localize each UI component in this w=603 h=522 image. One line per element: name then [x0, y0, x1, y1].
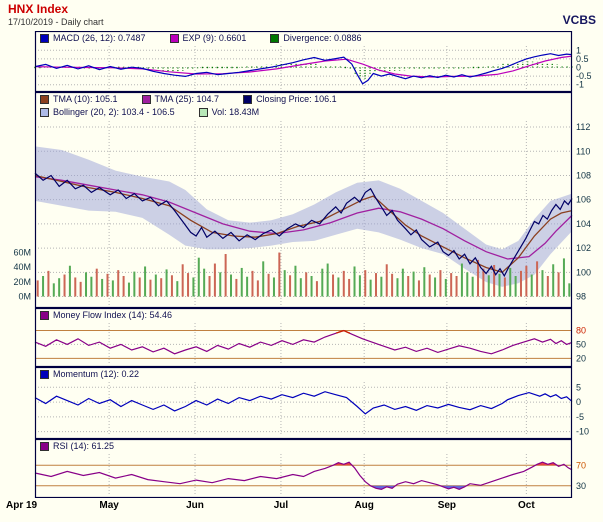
x-axis-label: Jul [273, 500, 289, 511]
momentum-legend-row: Momentum (12): 0.22 [40, 368, 139, 381]
legend-label: Bollinger (20, 2): 103.4 - 106.5 [53, 107, 175, 117]
momentum-panel: Momentum (12): 0.22 5 0 -5 -10 [0, 367, 603, 439]
legend-swatch-icon [270, 34, 280, 43]
legend-label: Money Flow Index (14): 54.46 [53, 310, 173, 320]
mfi-line [34, 329, 573, 355]
x-axis-label: Sep [437, 500, 457, 511]
legend-label: Momentum (12): 0.22 [53, 369, 140, 379]
page-title: HNX Index [8, 2, 69, 16]
mfi-legend-row: Money Flow Index (14): 54.46 [40, 309, 172, 322]
y-axis-label: 100 [576, 267, 591, 277]
legend-item: TMA (10): 105.1 [40, 93, 118, 106]
legend-item: Bollinger (20, 2): 103.4 - 106.5 [40, 106, 175, 119]
x-axis: Apr 19 May Jun Jul Aug Sep Oct [0, 498, 603, 516]
price-plot: 112 110 108 106 104 102 100 98 60M 40M 20M 0M [13, 92, 591, 308]
mfi-panel: Money Flow Index (14): 54.46 80 50 20 [0, 308, 603, 367]
y-axis-label: 102 [576, 243, 591, 253]
rsi-plot: 70 30 [34, 439, 586, 498]
y-axis-label: 106 [576, 195, 591, 205]
legend-swatch-icon [141, 95, 151, 104]
x-axis-label: Apr 19 [6, 500, 38, 511]
legend-swatch-icon [40, 311, 49, 320]
volume-axis-label: 60M [13, 248, 31, 258]
macd-plot: 10.50-0.5-1 [34, 31, 592, 92]
y-axis-label: -5 [576, 412, 584, 422]
legend-label: Closing Price: 106.1 [256, 94, 337, 104]
x-axis-label: Oct [518, 500, 535, 511]
y-axis-label: -10 [576, 427, 589, 437]
legend-swatch-icon [40, 108, 49, 117]
x-axis-label: Jun [186, 500, 204, 511]
y-axis-label: 1 [576, 45, 581, 55]
legend-swatch-icon [40, 442, 49, 451]
x-axis-label: Aug [354, 500, 374, 511]
legend-swatch-icon [243, 95, 253, 104]
y-axis-label: 70 [576, 460, 586, 470]
legend-item: Vol: 18.43M [198, 106, 260, 119]
macd-panel: MACD (26, 12): 0.7487 EXP (9): 0.6601 Dive… [0, 31, 603, 92]
legend-label: RSI (14): 61.25 [53, 441, 115, 451]
macd-line [34, 53, 573, 85]
y-axis-label: 20 [576, 353, 586, 363]
y-axis-label: -0.5 [576, 71, 592, 81]
macd-legend-row: MACD (26, 12): 0.7487 EXP (9): 0.6601 Dive… [40, 32, 361, 45]
price-legend-row: Bollinger (20, 2): 103.4 - 106.5 Vol: 18.… [40, 106, 259, 119]
legend-label: EXP (9): 0.6601 [182, 33, 247, 43]
y-axis-label: 110 [576, 146, 590, 156]
legend-swatch-icon [40, 95, 49, 104]
legend-item: EXP (9): 0.6601 [169, 32, 247, 45]
rsi-line [34, 461, 573, 491]
y-axis-label: 50 [576, 339, 586, 349]
y-axis-label: 0.5 [576, 54, 589, 64]
rsi-panel: RSI (14): 61.25 70 30 [0, 439, 603, 498]
legend-swatch-icon [40, 370, 49, 379]
price-panel: TMA (10): 105.1 TMA (25): 104.7 Closing Pr… [0, 92, 603, 308]
chart-subtitle: 17/10/2019 - Daily chart [8, 17, 104, 27]
rsi-legend-row: RSI (14): 61.25 [40, 440, 114, 453]
legend-swatch-icon [40, 34, 49, 43]
legend-item: Closing Price: 106.1 [243, 93, 337, 106]
legend-item: Divergence: 0.0886 [270, 32, 361, 45]
y-axis-label: 80 [576, 325, 586, 335]
brand-label: VCBS [562, 13, 596, 27]
y-axis-label: 112 [576, 122, 590, 132]
y-axis-label: 98 [576, 292, 586, 302]
volume-axis-label: 20M [13, 277, 31, 287]
legend-item: RSI (14): 61.25 [40, 440, 114, 453]
momentum-line [34, 391, 573, 415]
y-axis-label: 0 [576, 397, 581, 407]
y-axis-label: 104 [576, 219, 591, 229]
legend-item: MACD (26, 12): 0.7487 [40, 32, 146, 45]
y-axis-label: 0 [576, 63, 581, 73]
y-axis-label: 30 [576, 481, 586, 491]
close-line [34, 172, 573, 278]
y-axis-label: 108 [576, 170, 591, 180]
legend-label: Divergence: 0.0886 [283, 33, 362, 43]
legend-swatch-icon [169, 34, 179, 43]
y-axis-label: 5 [576, 382, 581, 392]
momentum-plot: 5 0 -5 -10 [34, 367, 589, 439]
legend-label: Vol: 18.43M [211, 107, 260, 117]
volume-axis-label: 0M [18, 292, 31, 302]
legend-label: TMA (10): 105.1 [53, 94, 118, 104]
y-axis-label: -1 [576, 80, 584, 90]
tma25-line [34, 176, 573, 260]
legend-swatch-icon [198, 108, 208, 117]
mfi-plot: 80 50 20 [34, 308, 586, 367]
legend-item: Money Flow Index (14): 54.46 [40, 309, 172, 322]
legend-item: Momentum (12): 0.22 [40, 368, 139, 381]
volume-axis-label: 40M [13, 262, 31, 272]
legend-label: TMA (25): 104.7 [154, 94, 220, 104]
legend-label: MACD (26, 12): 0.7487 [53, 33, 146, 43]
price-legend-row: TMA (10): 105.1 TMA (25): 104.7 Closing Pr… [40, 93, 337, 106]
x-axis-label: May [99, 500, 119, 511]
legend-item: TMA (25): 104.7 [141, 93, 220, 106]
